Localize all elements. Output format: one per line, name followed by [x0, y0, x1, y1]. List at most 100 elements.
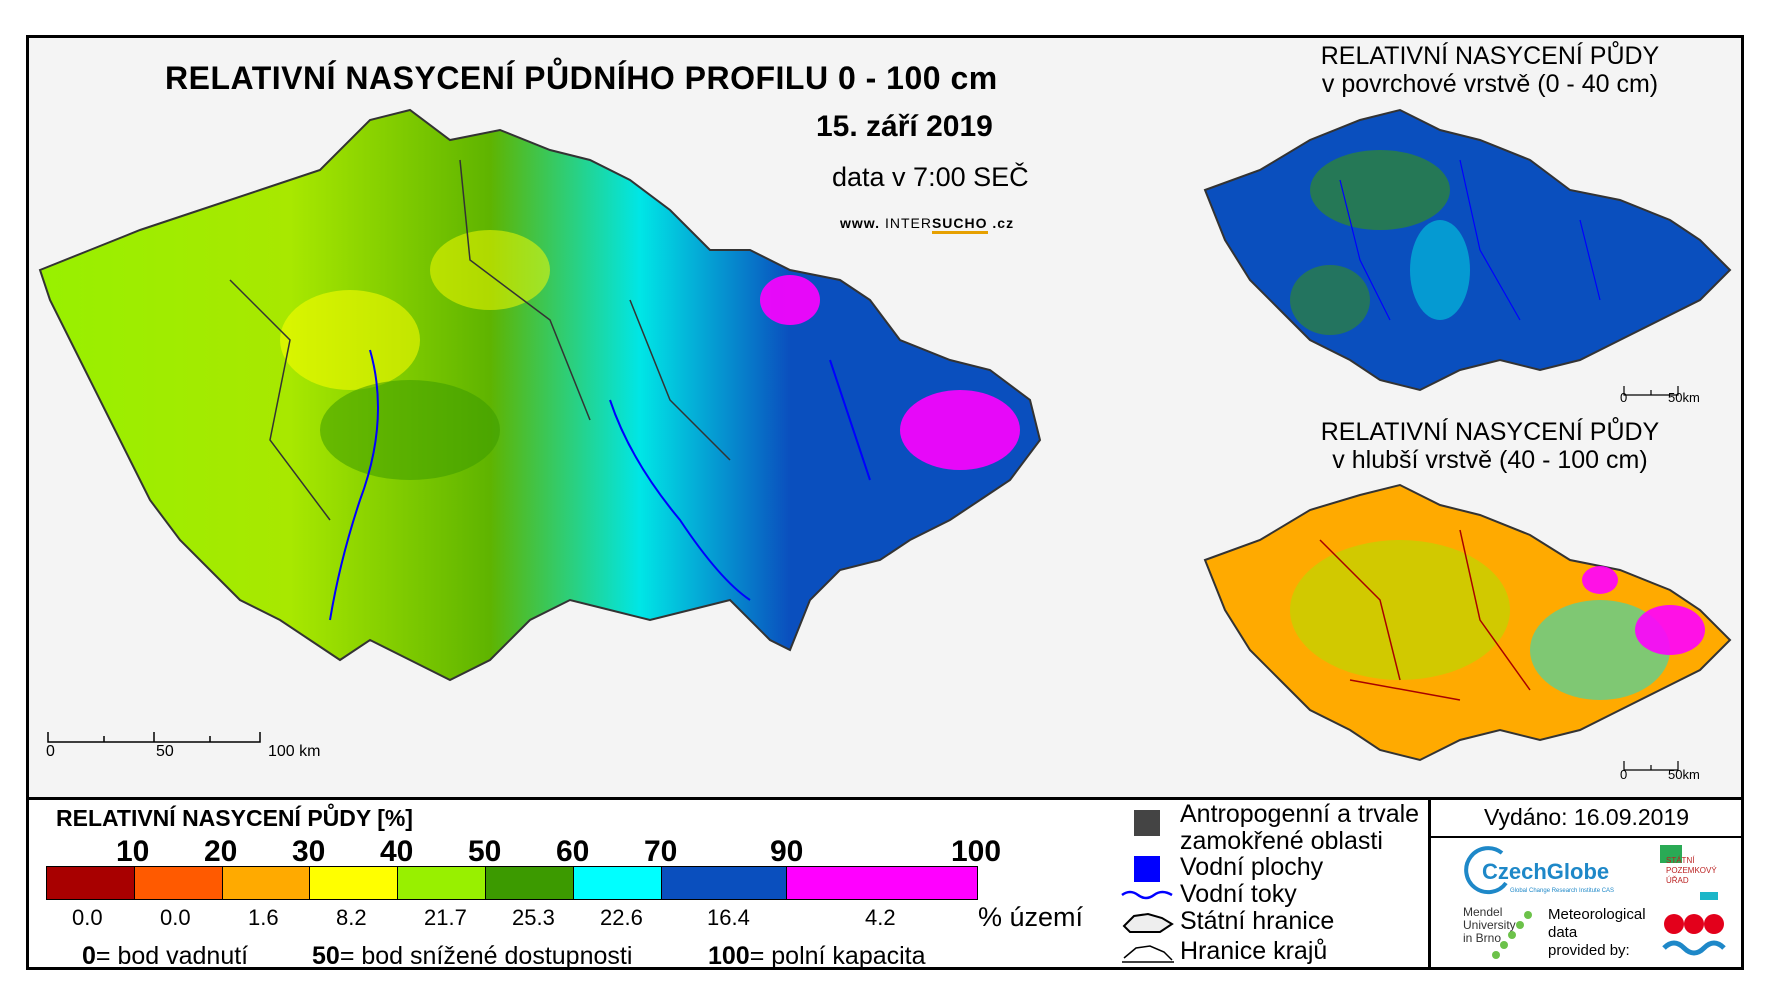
legend-class-swatch [222, 867, 311, 899]
legend-item-water-area: Vodní plochy [1180, 853, 1324, 881]
legend-class-percent: 0.0 [72, 905, 103, 930]
note-capacity-text: = polní kapacita [749, 942, 926, 970]
legend-unit: % území [978, 902, 1084, 932]
legend-tick-label: 70 [644, 835, 678, 868]
issued-date: Vydáno: 16.09.2019 [1484, 804, 1690, 830]
inset-bottom-title-line1: RELATIVNÍ NASYCENÍ PŮDY [1320, 418, 1660, 446]
river [609, 399, 751, 601]
legend-tick-label: 50 [468, 835, 502, 868]
legend-class-percent: 21.7 [424, 905, 467, 930]
spu-logo: STÁTNÍ POZEMKOVÝ ÚŘAD [1666, 856, 1717, 886]
web-sucho: SUCHO [931, 215, 988, 234]
chmi-logo-icon [1662, 914, 1726, 956]
legend-class-percent: 0.0 [160, 905, 191, 930]
mendel-dots-icon [1492, 911, 1532, 959]
inset-top-title-line1: RELATIVNÍ NASYCENÍ PŮDY [1320, 42, 1660, 70]
czechglobe-logo: CzechGlobe [1482, 859, 1610, 884]
legend-class-swatch [134, 867, 223, 899]
legend-class-swatch [47, 867, 135, 899]
green-patch [320, 380, 500, 480]
spu-line1: STÁTNÍ [1666, 856, 1695, 865]
legend-class-percent: 4.2 [865, 905, 896, 930]
yellow-patch [280, 290, 420, 390]
web-inter: INTER [884, 215, 932, 231]
spu-logo-icon [1660, 845, 1682, 863]
legend-class-swatch [661, 867, 788, 899]
mendel-line2: University [1463, 918, 1516, 932]
web-suffix: .cz [987, 215, 1015, 231]
inset-top-scale-50: 50km [1668, 390, 1700, 405]
legend-title: RELATIVNÍ NASYCENÍ PŮDY [%] [56, 805, 413, 831]
legend-colorbar [46, 866, 978, 900]
scale-label-100: 100 km [268, 743, 321, 760]
czechglobe-subtitle: Global Change Research Institute CAS [1510, 888, 1615, 894]
note-reduced-text: = bod snížené dostupnosti [339, 942, 633, 970]
legend-class-percent: 1.6 [248, 905, 279, 930]
legend-class-swatch [310, 867, 399, 899]
meteo-line1: Meteorological [1548, 906, 1646, 923]
note-wilting-num: 0 [82, 942, 96, 970]
yellow-patch [430, 230, 550, 310]
legend-class-percent: 16.4 [707, 905, 750, 930]
data-time: data v 7:00 SEČ [832, 162, 1029, 192]
inset-bottom-title-line2: v hlubší vrstvě (40 - 100 cm) [1332, 446, 1648, 474]
page-title: RELATIVNÍ NASYCENÍ PŮDNÍHO PROFILU 0 - 1… [165, 60, 998, 96]
inset-top-map [1203, 108, 1732, 392]
note-capacity-num: 100 [708, 942, 750, 970]
legend-class-swatch [787, 867, 978, 899]
magenta-patch [760, 275, 820, 325]
scale-label-50: 50 [156, 743, 174, 760]
legend-class-percent: 22.6 [600, 905, 643, 930]
legend-item-region-border: Hranice krajů [1180, 937, 1328, 965]
legend-item-rivers: Vodní toky [1180, 880, 1297, 908]
inset-bottom-title: RELATIVNÍ NASYCENÍ PŮDY v hlubší vrstvě … [1230, 418, 1750, 474]
meteo-credit: Meteorological data provided by: [1548, 906, 1646, 960]
spu-line2: POZEMKOVÝ [1666, 866, 1717, 875]
legend-tick-label: 90 [770, 835, 804, 868]
legend-tick-label: 10 [116, 835, 150, 868]
water-area-swatch [1134, 856, 1160, 882]
scale-label-0: 0 [46, 743, 55, 760]
website-link[interactable]: www. INTERSUCHO .cz [840, 215, 1015, 234]
river-symbol-icon [1121, 890, 1173, 900]
spu-line3: ÚŘAD [1666, 876, 1689, 885]
legend-item-state-border: Státní hranice [1180, 907, 1335, 935]
main-scale-bar [47, 732, 261, 743]
legend-tick-label: 30 [292, 835, 326, 868]
mendel-logo: Mendel University in Brno [1463, 906, 1516, 945]
inset-bottom-scale-0: 0 [1620, 767, 1628, 782]
note-wilting: 0= bod vadnutí [82, 942, 248, 971]
inset-bottom-scale-50: 50km [1668, 767, 1700, 782]
note-wilting-text: = bod vadnutí [95, 942, 249, 970]
anthropogenic-swatch [1134, 810, 1160, 836]
divider [1428, 836, 1744, 838]
inset-top-scale-bar [1623, 386, 1679, 396]
legend-item-anthropogenic: Antropogenní a trvale [1180, 800, 1420, 828]
mendel-line3: in Brno [1463, 931, 1502, 945]
region-border-icon [1122, 945, 1174, 963]
region-border [229, 159, 731, 521]
legend-class-percent: 25.3 [512, 905, 555, 930]
legend-tick-label: 20 [204, 835, 238, 868]
legend-tick-label: 40 [380, 835, 414, 868]
river [329, 349, 379, 621]
mendel-line1: Mendel [1463, 905, 1503, 919]
legend-item-anthropogenic-2: zamokřené oblasti [1180, 827, 1383, 855]
inset-top-title: RELATIVNÍ NASYCENÍ PŮDY v povrchové vrst… [1230, 42, 1750, 98]
note-reduced: 50= bod snížené dostupnosti [312, 942, 632, 971]
note-capacity: 100= polní kapacita [708, 942, 926, 971]
main-map [38, 108, 1042, 682]
legend-tick-label: 100 [951, 835, 1002, 868]
inset-bottom-scale-bar [1623, 761, 1679, 771]
web-prefix: www. [840, 215, 885, 231]
inset-top-title-line2: v povrchové vrstvě (0 - 40 cm) [1321, 70, 1659, 98]
legend-class-swatch [486, 867, 574, 899]
legend-class-swatch [398, 867, 487, 899]
inset-top-scale-0: 0 [1620, 390, 1628, 405]
legend-tick-label: 60 [556, 835, 590, 868]
state-border-icon [1122, 912, 1174, 933]
meteo-line2: data [1548, 924, 1578, 941]
divider [1428, 797, 1431, 970]
spu-accent-icon [1700, 892, 1718, 900]
czech-republic-shape [38, 108, 1042, 682]
